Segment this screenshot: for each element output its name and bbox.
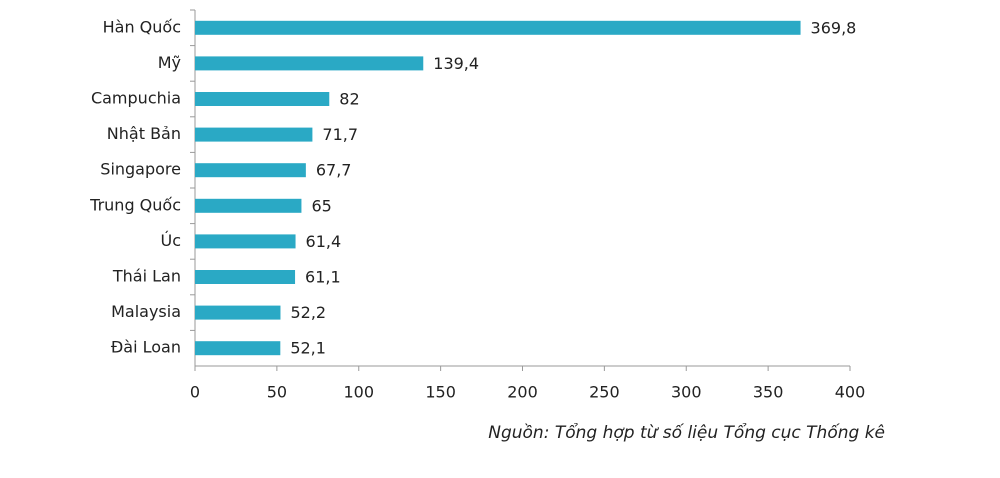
bar (195, 163, 306, 178)
y-tick-label: Đài Loan (111, 338, 181, 357)
y-tick-label: Singapore (100, 160, 181, 179)
value-label: 61,1 (305, 268, 341, 287)
x-tick-label: 350 (753, 383, 784, 402)
x-tick-label: 100 (343, 383, 374, 402)
bar (195, 20, 801, 35)
x-tick-label: 250 (589, 383, 620, 402)
bar (195, 270, 296, 284)
x-tick-label: 0 (190, 383, 200, 402)
y-tick-label: Malaysia (111, 302, 181, 321)
value-label: 61,4 (306, 232, 342, 251)
x-tick-label: 150 (425, 383, 456, 402)
bar (195, 305, 281, 320)
value-label: 67,7 (316, 161, 352, 180)
source-note: Nguồn: Tổng hợp từ số liệu Tổng cục Thốn… (488, 422, 885, 443)
y-tick-label: Thái Lan (112, 267, 181, 286)
value-label: 52,2 (290, 303, 326, 322)
bar (195, 56, 424, 71)
y-tick-label: Mỹ (158, 53, 181, 72)
value-label: 52,1 (290, 339, 326, 358)
x-tick-label: 50 (267, 383, 287, 402)
value-label: 369,8 (811, 18, 857, 37)
value-label: 65 (311, 196, 331, 215)
y-tick-label: Trung Quốc (89, 195, 181, 214)
bar (195, 341, 281, 356)
y-tick-label: Nhật Bản (107, 124, 181, 143)
x-tick-label: 200 (507, 383, 538, 402)
x-tick-label: 400 (835, 383, 866, 402)
value-label: 71,7 (322, 125, 358, 144)
x-tick-label: 300 (671, 383, 702, 402)
y-tick-label: Úc (160, 231, 181, 250)
bar (195, 127, 313, 142)
bar (195, 234, 296, 249)
value-label: 82 (339, 90, 359, 109)
value-label: 139,4 (433, 54, 479, 73)
y-tick-label: Campuchia (91, 89, 181, 108)
bar (195, 198, 302, 213)
bar (195, 92, 330, 106)
y-tick-label: Hàn Quốc (103, 17, 181, 36)
